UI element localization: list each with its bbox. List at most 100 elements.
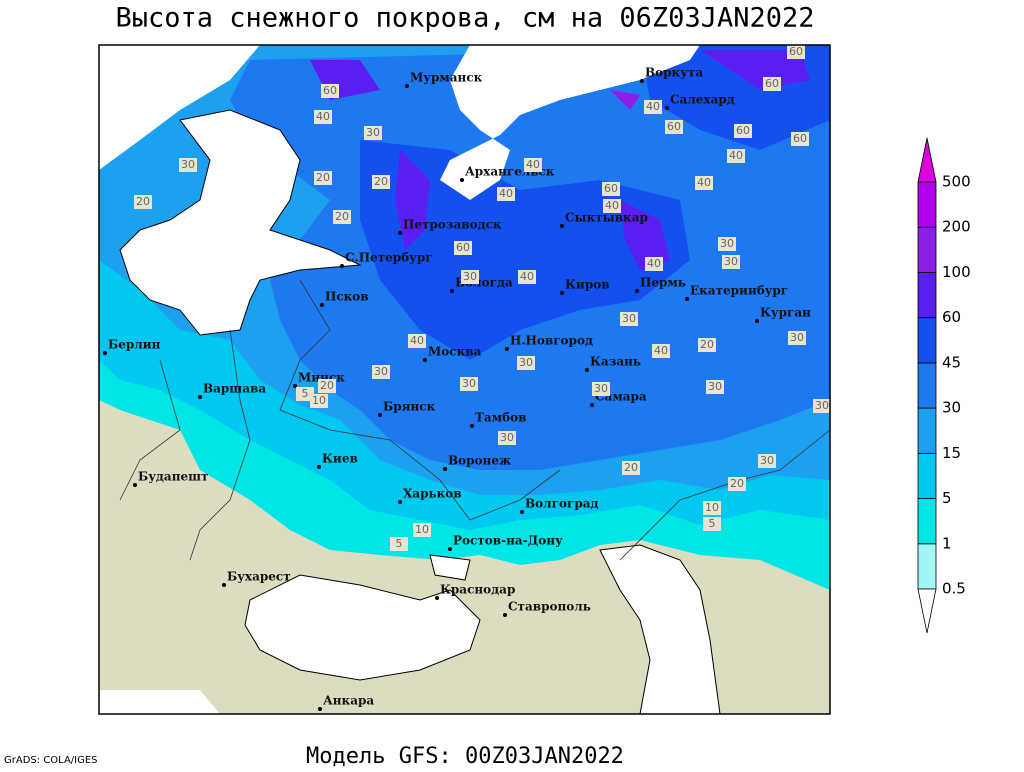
city-dot bbox=[317, 465, 321, 469]
contour-label-box bbox=[314, 171, 332, 185]
colorbar-segment bbox=[917, 543, 937, 590]
contour-label: 20 bbox=[374, 175, 388, 188]
contour-label: 60 bbox=[789, 45, 803, 58]
contour-label-box bbox=[372, 175, 390, 189]
snow-60 bbox=[395, 150, 430, 250]
contour-label: 5 bbox=[302, 387, 309, 400]
contour-label: 30 bbox=[462, 377, 476, 390]
contour-label-box bbox=[461, 270, 479, 284]
contour-label: 10 bbox=[705, 501, 719, 514]
border bbox=[189, 329, 251, 561]
colorbar-label: 0.5 bbox=[942, 580, 966, 598]
city-dot bbox=[450, 289, 454, 293]
border bbox=[279, 279, 561, 521]
city-label: Пермь bbox=[640, 276, 686, 290]
contour-label: 20 bbox=[700, 338, 714, 351]
city-label: Казань bbox=[590, 355, 641, 369]
city-label: Брянск bbox=[383, 400, 436, 414]
colorbar-label: 5 bbox=[942, 489, 952, 507]
city-dot bbox=[398, 231, 402, 235]
contour-label-box bbox=[722, 255, 740, 269]
credit: GrADS: COLA/IGES bbox=[4, 755, 98, 766]
contour-label: 20 bbox=[320, 379, 334, 392]
colorbar-label: 500 bbox=[942, 173, 971, 191]
contour-label-box bbox=[179, 158, 197, 172]
contour-label-box bbox=[644, 100, 662, 114]
contour-label-box bbox=[333, 210, 351, 224]
city-dot bbox=[505, 347, 509, 351]
sea bbox=[99, 690, 220, 714]
city-label: Краснодар bbox=[440, 583, 515, 597]
city-dot bbox=[423, 358, 427, 362]
city-label: Псков bbox=[325, 290, 369, 304]
colorbar-label: 1 bbox=[942, 534, 952, 552]
border bbox=[119, 359, 181, 501]
city-dot bbox=[635, 289, 639, 293]
contour-label: 5 bbox=[396, 537, 403, 550]
colorbar-segment bbox=[917, 226, 937, 273]
contour-label: 10 bbox=[312, 394, 326, 407]
contour-label-box bbox=[703, 501, 721, 515]
city-label: Воронеж bbox=[448, 454, 511, 468]
contour-label: 30 bbox=[760, 454, 774, 467]
city-dot bbox=[405, 84, 409, 88]
city-dot bbox=[685, 297, 689, 301]
city-label: Киров bbox=[565, 278, 610, 292]
map: МурманскАрхангельскВоркутаСалехардПетроз… bbox=[98, 44, 831, 715]
contour-label: 30 bbox=[622, 312, 636, 325]
contour-label-box bbox=[665, 120, 683, 134]
city-label: Мурманск bbox=[410, 71, 483, 85]
contour-label: 30 bbox=[374, 365, 388, 378]
city-dot bbox=[520, 510, 524, 514]
contour-label: 40 bbox=[729, 149, 743, 162]
contour-label-box bbox=[652, 344, 670, 358]
city-dot bbox=[435, 596, 439, 600]
city-label: Тамбов bbox=[475, 411, 526, 425]
contour-label: 60 bbox=[323, 84, 337, 97]
contour-label: 40 bbox=[605, 199, 619, 212]
city-label: Москва bbox=[428, 345, 482, 359]
contour-label-box bbox=[603, 199, 621, 213]
contour-label: 30 bbox=[720, 237, 734, 250]
contour-label: 40 bbox=[646, 100, 660, 113]
contour-label: 60 bbox=[793, 132, 807, 145]
city-dot bbox=[133, 483, 137, 487]
contour-label: 20 bbox=[730, 477, 744, 490]
city-label: Волгоград bbox=[525, 497, 598, 511]
city-dot bbox=[665, 106, 669, 110]
contour-label-box bbox=[787, 45, 805, 59]
contour-label: 40 bbox=[499, 187, 513, 200]
city-label: Бухарест bbox=[227, 570, 291, 584]
contour-label: 30 bbox=[724, 255, 738, 268]
city-dot bbox=[585, 368, 589, 372]
contour-label: 30 bbox=[519, 356, 533, 369]
contour-label-box bbox=[460, 377, 478, 391]
contour-label-box bbox=[703, 517, 721, 531]
city-label: Екатеринбург bbox=[690, 284, 788, 298]
contour-label-box bbox=[620, 312, 638, 326]
colorbar-label: 60 bbox=[942, 308, 961, 326]
city-label: Курган bbox=[760, 306, 811, 320]
contour-label-box bbox=[622, 461, 640, 475]
contour-label-box bbox=[310, 394, 328, 408]
contour-label-box bbox=[592, 382, 610, 396]
contour-label: 30 bbox=[708, 380, 722, 393]
contour-label-box bbox=[134, 195, 152, 209]
colorbar-segment bbox=[917, 317, 937, 364]
contour-labels: 60 40 30 30 20 20 20 20 40 40 60 40 60 30 40 40 30 30 60 40… bbox=[134, 45, 831, 551]
city-dot bbox=[320, 303, 324, 307]
contour-label-box bbox=[695, 176, 713, 190]
colorbar-label: 200 bbox=[942, 218, 971, 236]
city-dot bbox=[470, 424, 474, 428]
contour-label-box bbox=[518, 270, 536, 284]
city-label: Киев bbox=[322, 452, 358, 466]
city-label: Анкара bbox=[323, 694, 374, 708]
contour-label-box bbox=[372, 365, 390, 379]
contour-label: 60 bbox=[456, 241, 470, 254]
city-dot bbox=[640, 79, 644, 83]
contour-label: 60 bbox=[604, 182, 618, 195]
contour-label-box bbox=[727, 149, 745, 163]
contour-label: 30 bbox=[181, 158, 195, 171]
